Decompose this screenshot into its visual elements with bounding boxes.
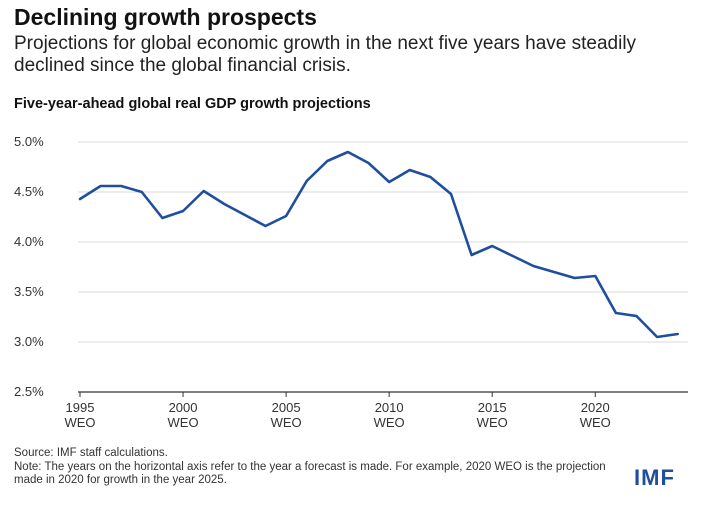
x-tick-label-year: 2000 (169, 400, 198, 415)
data-point (119, 184, 123, 188)
data-point (428, 175, 432, 179)
footer: Source: IMF staff calculations. Note: Th… (14, 447, 614, 488)
data-point (325, 159, 329, 163)
x-tick-label-weo: WEO (477, 415, 508, 430)
data-point (593, 274, 597, 278)
growth-projection-line (78, 150, 680, 339)
x-tick-label-year: 2015 (478, 400, 507, 415)
y-tick-label: 4.0% (14, 234, 44, 249)
x-tick-label-weo: WEO (168, 415, 199, 430)
line-chart: 2.5%3.0%3.5%4.0%4.5%5.0% 1995WEO2000WEO2… (14, 134, 688, 430)
chart-title: Five-year-ahead global real GDP growth p… (14, 96, 371, 112)
page-subtitle: Projections for global economic growth i… (14, 33, 637, 76)
data-point (614, 311, 618, 315)
y-tick-label: 4.5% (14, 184, 44, 199)
data-point (470, 253, 474, 257)
series-group (78, 150, 680, 339)
x-tick-label-weo: WEO (374, 415, 405, 430)
data-point (634, 314, 638, 318)
y-tick-label: 5.0% (14, 134, 44, 149)
y-tick-label: 3.0% (14, 334, 44, 349)
data-point (99, 184, 103, 188)
x-tick-label-year: 2020 (581, 400, 610, 415)
x-tick-label-weo: WEO (271, 415, 302, 430)
data-point (263, 224, 267, 228)
data-point (202, 189, 206, 193)
data-point (305, 179, 309, 183)
y-tick-label: 3.5% (14, 284, 44, 299)
data-point (531, 264, 535, 268)
explanatory-note: Note: The years on the horizontal axis r… (14, 460, 606, 487)
data-point (490, 244, 494, 248)
data-point (284, 214, 288, 218)
data-point (140, 190, 144, 194)
data-point (160, 216, 164, 220)
x-tick-label-weo: WEO (64, 415, 95, 430)
data-point (243, 213, 247, 217)
x-tick-label-year: 2010 (375, 400, 404, 415)
y-tick-label: 2.5% (14, 384, 44, 399)
data-point (222, 202, 226, 206)
page-title: Declining growth prospects (14, 4, 317, 30)
x-axis-ticks: 1995WEO2000WEO2005WEO2010WEO2015WEO2020W… (64, 392, 611, 430)
data-point (676, 332, 680, 336)
data-point (367, 161, 371, 165)
data-point (346, 150, 350, 154)
gridlines (78, 141, 688, 393)
data-point (655, 335, 659, 339)
data-point (573, 276, 577, 280)
source-note: Source: IMF staff calculations. (14, 447, 168, 459)
data-point (449, 192, 453, 196)
imf-logo: IMF (634, 465, 675, 490)
data-point (408, 168, 412, 172)
data-point (511, 254, 515, 258)
x-tick-label-year: 1995 (66, 400, 95, 415)
data-point (78, 197, 82, 201)
x-tick-label-year: 2005 (272, 400, 301, 415)
data-point (387, 180, 391, 184)
x-tick-label-weo: WEO (580, 415, 611, 430)
y-axis-ticks: 2.5% 3.0% 3.5% 4.0% 4.5% 5.0% (14, 134, 44, 399)
data-point (552, 270, 556, 274)
data-point (181, 209, 185, 213)
